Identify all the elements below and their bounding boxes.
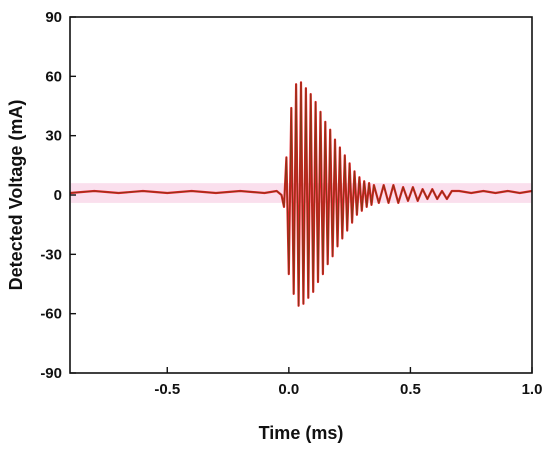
y-axis-title: Detected Voltage (mA) (6, 100, 26, 291)
y-tick-label: 0 (54, 187, 62, 204)
x-tick-label: 0.5 (400, 381, 421, 398)
y-axis: -90 -60 -30 0 30 60 90 (40, 9, 76, 382)
y-tick-label: 90 (45, 9, 62, 26)
signal-series (69, 81, 533, 307)
x-tick-label: 0.0 (278, 381, 299, 398)
y-tick-label: -90 (40, 365, 62, 382)
signal-overlay-line (69, 81, 533, 307)
y-tick-label: -30 (40, 246, 62, 263)
x-tick-label: -0.5 (154, 381, 180, 398)
x-tick-label: 1.0 (522, 381, 543, 398)
y-tick-label: 30 (45, 128, 62, 145)
x-axis-title: Time (ms) (259, 423, 344, 443)
y-tick-label: 60 (45, 68, 62, 85)
noise-band (71, 183, 531, 203)
x-axis: -0.5 0.0 0.5 1.0 (154, 367, 542, 398)
noise-band-fill (71, 183, 531, 203)
y-tick-label: -60 (40, 306, 62, 323)
